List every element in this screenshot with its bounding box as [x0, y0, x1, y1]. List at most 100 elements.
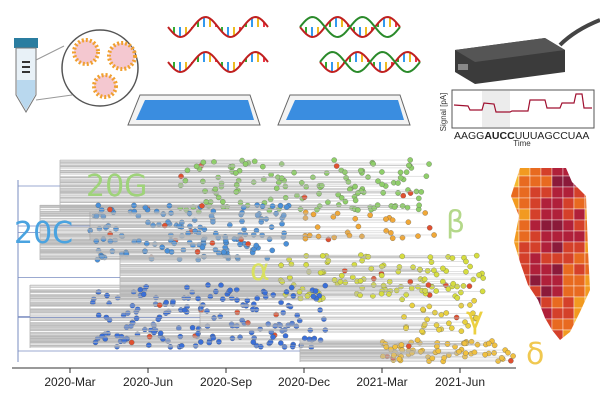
county [511, 263, 520, 276]
strand [167, 51, 269, 73]
county [518, 168, 531, 177]
tip [201, 226, 208, 233]
tip [314, 224, 321, 230]
tip [239, 157, 245, 164]
county [540, 168, 553, 177]
tip [399, 253, 405, 260]
county [573, 318, 586, 331]
tip [245, 241, 251, 247]
tip [142, 248, 148, 255]
tip [250, 339, 257, 345]
tip [428, 259, 435, 265]
tip [131, 202, 137, 209]
tip [315, 233, 322, 240]
county [584, 168, 590, 177]
tip [423, 173, 430, 179]
tip [417, 348, 424, 355]
tip [302, 235, 309, 242]
tip [458, 302, 464, 309]
county [518, 219, 531, 232]
clade-label: 20G [86, 169, 147, 204]
tip [397, 169, 404, 176]
tip [304, 293, 311, 299]
tip [307, 327, 314, 334]
county [511, 241, 520, 254]
tip [391, 352, 397, 359]
tip [436, 327, 442, 333]
tip [178, 343, 185, 349]
county [562, 285, 575, 298]
tip [407, 157, 413, 163]
tip [399, 296, 405, 303]
tip [432, 309, 438, 316]
county [511, 252, 520, 265]
tip [181, 307, 188, 313]
county [584, 186, 590, 199]
tip [465, 323, 471, 329]
county [529, 318, 542, 331]
county [511, 230, 520, 243]
tip [399, 347, 405, 353]
county [529, 241, 542, 254]
tip [443, 310, 450, 316]
tip [270, 292, 277, 298]
county [511, 168, 520, 177]
tip [441, 354, 447, 361]
county [573, 186, 586, 199]
county [562, 318, 575, 331]
tip [355, 207, 361, 213]
tip [399, 234, 406, 241]
tip [444, 341, 451, 347]
tip [474, 341, 481, 348]
tip [163, 299, 169, 306]
tip [207, 293, 214, 300]
tip [467, 302, 473, 308]
county [573, 296, 586, 309]
tip [403, 325, 409, 331]
tip [281, 344, 288, 350]
tip [342, 198, 349, 205]
county [573, 274, 586, 287]
county [511, 219, 520, 232]
tip [421, 276, 428, 282]
tip [406, 162, 412, 169]
tip [352, 183, 358, 190]
tip [192, 343, 199, 349]
tip [395, 180, 401, 186]
tip [505, 349, 511, 356]
tip [440, 265, 446, 272]
tip [431, 267, 437, 274]
tip [273, 185, 280, 192]
tip [220, 198, 226, 205]
tip [463, 258, 469, 265]
county [551, 307, 564, 320]
tip [435, 348, 442, 354]
tip [265, 321, 271, 327]
county [573, 285, 586, 298]
tip [359, 257, 365, 264]
tip [194, 249, 201, 255]
county [529, 274, 542, 287]
tip [371, 275, 377, 282]
tip [510, 353, 516, 359]
tip [211, 159, 217, 165]
tip [199, 203, 205, 209]
county [573, 252, 586, 265]
tip [357, 292, 363, 298]
tip [389, 235, 396, 241]
tip [146, 333, 153, 340]
tip [278, 340, 284, 346]
tip [301, 194, 308, 200]
tip [288, 284, 295, 291]
county [511, 307, 520, 320]
tip [331, 277, 338, 283]
tip [429, 355, 436, 362]
county [518, 285, 531, 298]
county [584, 285, 590, 298]
county [585, 341, 596, 352]
tip [482, 351, 488, 358]
tip [303, 262, 309, 268]
tip [461, 340, 468, 347]
clade-label: 20C [14, 216, 73, 251]
tip [310, 293, 317, 300]
